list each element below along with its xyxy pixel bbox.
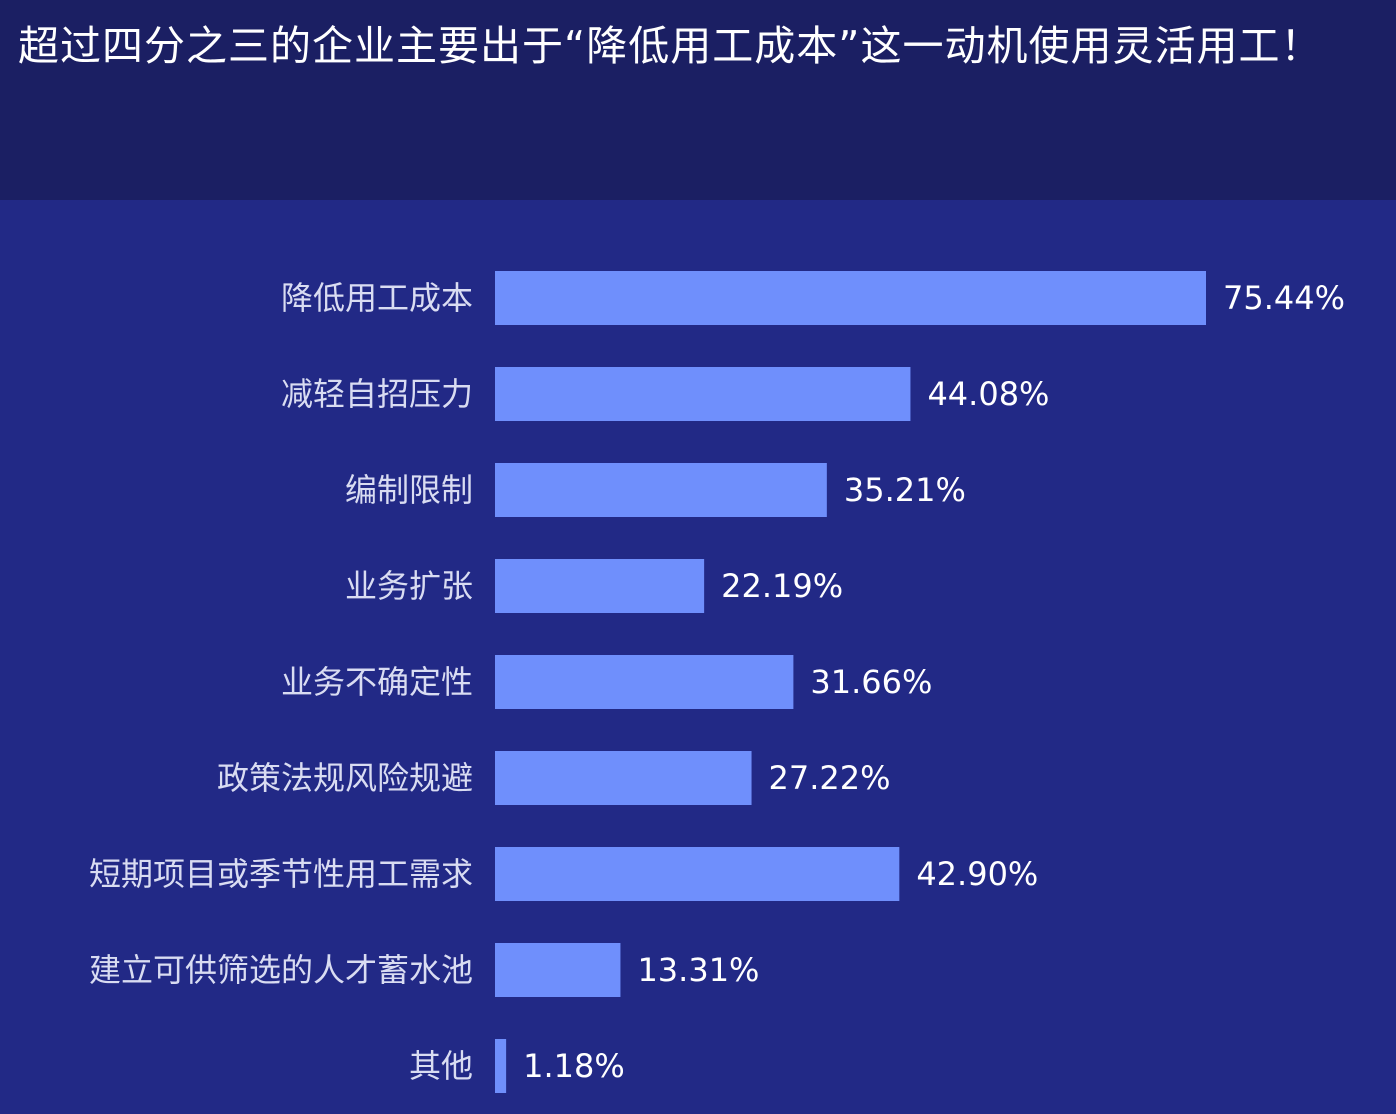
category-label: 降低用工成本 bbox=[281, 279, 473, 317]
bar bbox=[495, 559, 705, 613]
category-label: 减轻自招压力 bbox=[281, 375, 473, 413]
category-label: 编制限制 bbox=[345, 471, 473, 509]
value-label: 35.21% bbox=[844, 471, 966, 509]
bar bbox=[495, 271, 1206, 325]
value-label: 75.44% bbox=[1223, 279, 1345, 317]
bar bbox=[495, 943, 621, 997]
bar bbox=[495, 751, 752, 805]
value-label: 42.90% bbox=[916, 855, 1038, 893]
bar-chart-svg: 降低用工成本 75.44% 减轻自招压力 44.08% 编制限制 35.21% 业务扩张 22… bbox=[89, 271, 1345, 1093]
category-label: 业务扩张 bbox=[345, 567, 473, 605]
bar bbox=[495, 367, 911, 421]
bar bbox=[495, 463, 827, 517]
header-banner: 超过四分之三的企业主要出于“降低用工成本”这一动机使用灵活用工！ bbox=[0, 0, 1396, 200]
category-label: 建立可供筛选的人才蓄水池 bbox=[89, 951, 473, 989]
bar bbox=[495, 847, 900, 901]
value-label: 13.31% bbox=[637, 951, 759, 989]
value-label: 27.22% bbox=[769, 759, 891, 797]
bar bbox=[495, 655, 794, 709]
value-label: 1.18% bbox=[523, 1047, 625, 1085]
headline: 超过四分之三的企业主要出于“降低用工成本”这一动机使用灵活用工！ bbox=[18, 22, 1323, 70]
category-label: 政策法规风险规避 bbox=[217, 759, 473, 797]
bar-chart: 降低用工成本 75.44% 减轻自招压力 44.08% 编制限制 35.21% 业务扩张 22… bbox=[0, 200, 1396, 1114]
bar bbox=[495, 1039, 507, 1093]
category-label: 业务不确定性 bbox=[281, 663, 473, 701]
value-label: 44.08% bbox=[927, 375, 1049, 413]
value-label: 31.66% bbox=[810, 663, 932, 701]
category-label: 其他 bbox=[409, 1047, 473, 1085]
value-label: 22.19% bbox=[721, 567, 843, 605]
category-label: 短期项目或季节性用工需求 bbox=[89, 855, 473, 893]
